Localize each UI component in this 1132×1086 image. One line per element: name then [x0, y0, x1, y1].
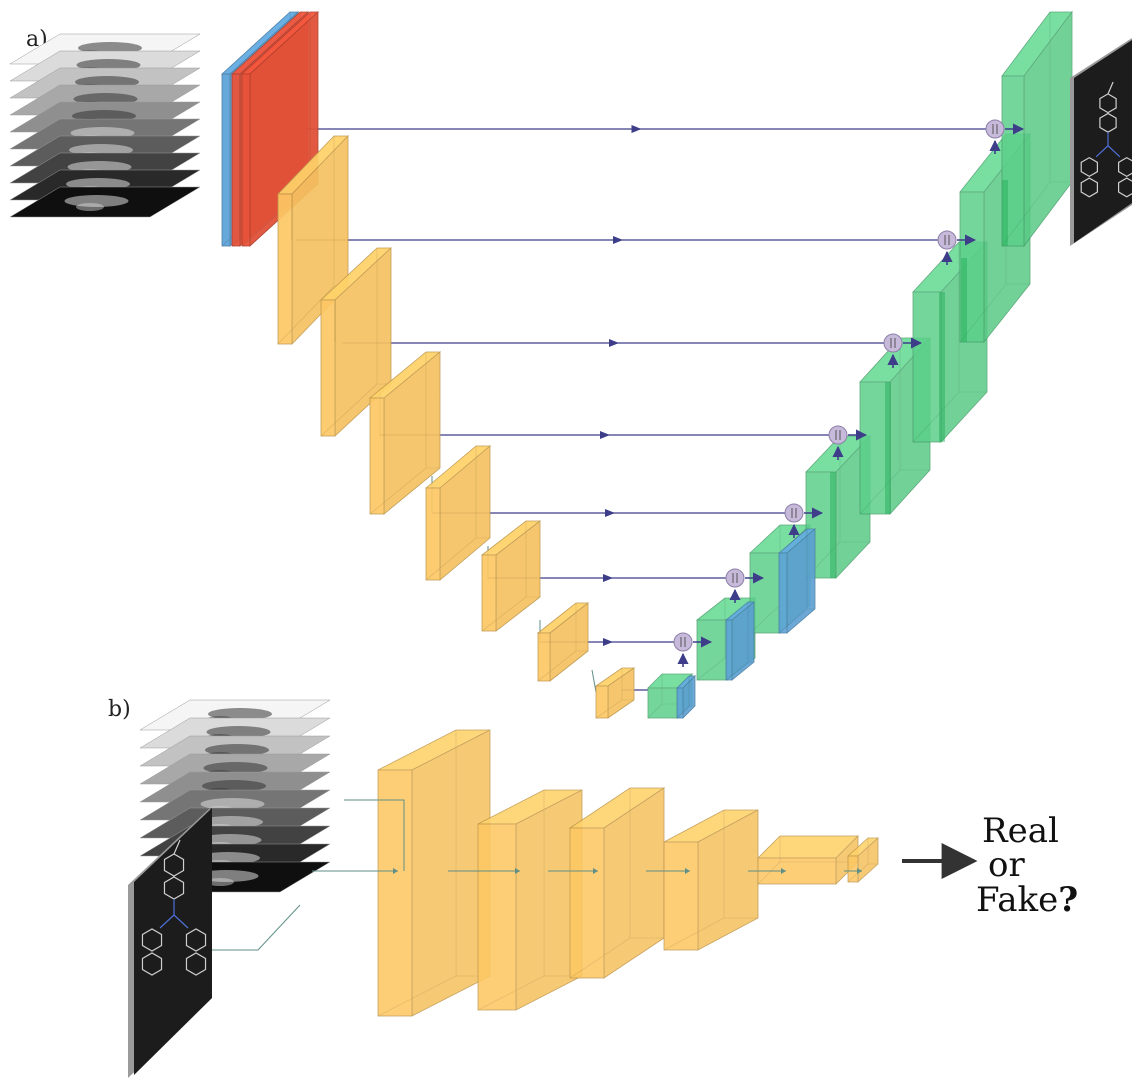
discriminator-block-1 [377, 729, 491, 1017]
output-molecule-image [1070, 38, 1132, 246]
skip-connection-4 [380, 431, 830, 439]
encoder-block-4 [424, 445, 492, 581]
concat-slab-1 [676, 675, 696, 719]
concatenation-node-icon [673, 632, 713, 667]
output-question-mark: ? [1058, 880, 1078, 920]
concatenation-node-icon [883, 333, 923, 368]
skip-connection-1 [285, 125, 988, 133]
decoder-inner-slab-2 [885, 382, 891, 514]
decoder-block-8 [1001, 10, 1073, 248]
output-image-face [1074, 40, 1132, 243]
output-text-or: or [988, 845, 1025, 885]
decoder-inner-slab-5 [1002, 180, 1008, 246]
discriminator-arrow-3 [548, 868, 598, 874]
molecule-image-input [128, 808, 212, 1078]
concatenation-node-icon [784, 503, 824, 538]
discriminator-blocks [212, 729, 880, 1017]
concatenation-node-icon [985, 119, 1025, 154]
output-text-fake-word: Fake [976, 880, 1058, 920]
discriminator-block-2 [477, 789, 583, 1011]
encoder-block-7 [594, 667, 636, 719]
molecule-structure [1080, 81, 1132, 198]
discriminator-block-4 [663, 809, 759, 951]
unet-blocks [220, 10, 1073, 719]
input-image-face [134, 808, 212, 1075]
skip-connection-3 [342, 339, 886, 347]
output-text-fake: Fake? [976, 880, 1078, 920]
discriminator-arrow-5 [748, 868, 786, 874]
output-text-real: Real [982, 811, 1059, 851]
decoder-inner-slab-1 [830, 472, 836, 578]
input-route-molecule [212, 904, 301, 951]
image-stack-a-slice [9, 186, 201, 218]
decoder-inner-slab-4 [961, 258, 967, 342]
panel-label-b: b) [108, 697, 131, 722]
skip-connection-5 [432, 509, 788, 517]
encoder-block-6 [536, 602, 590, 682]
concatenation-node-icon [725, 568, 765, 603]
concatenation-nodes [673, 119, 1025, 667]
concatenation-node-icon [828, 425, 868, 460]
downsample-arrow-7 [591, 669, 597, 693]
encoder-block-5 [480, 520, 542, 632]
discriminator-arrow-4 [646, 868, 690, 874]
skip-connection-2 [296, 236, 940, 244]
concatenation-node-icon [937, 230, 977, 265]
encoder-block-2 [319, 247, 393, 437]
molecule-structure [141, 839, 207, 976]
discriminator-block-5 [757, 835, 859, 885]
input-image-stack-a [9, 33, 201, 218]
input-route-stack [344, 799, 405, 871]
concat-slab-3 [777, 528, 817, 634]
discriminator-block-3 [568, 787, 666, 979]
discriminator-arrow-6 [844, 868, 862, 874]
discriminator-arrow-1 [312, 868, 398, 874]
encoder-block-3 [368, 351, 442, 515]
concat-slab-2 [724, 601, 756, 681]
discriminator-arrow-2 [448, 868, 520, 874]
decoder-inner-slab-3 [939, 292, 945, 442]
